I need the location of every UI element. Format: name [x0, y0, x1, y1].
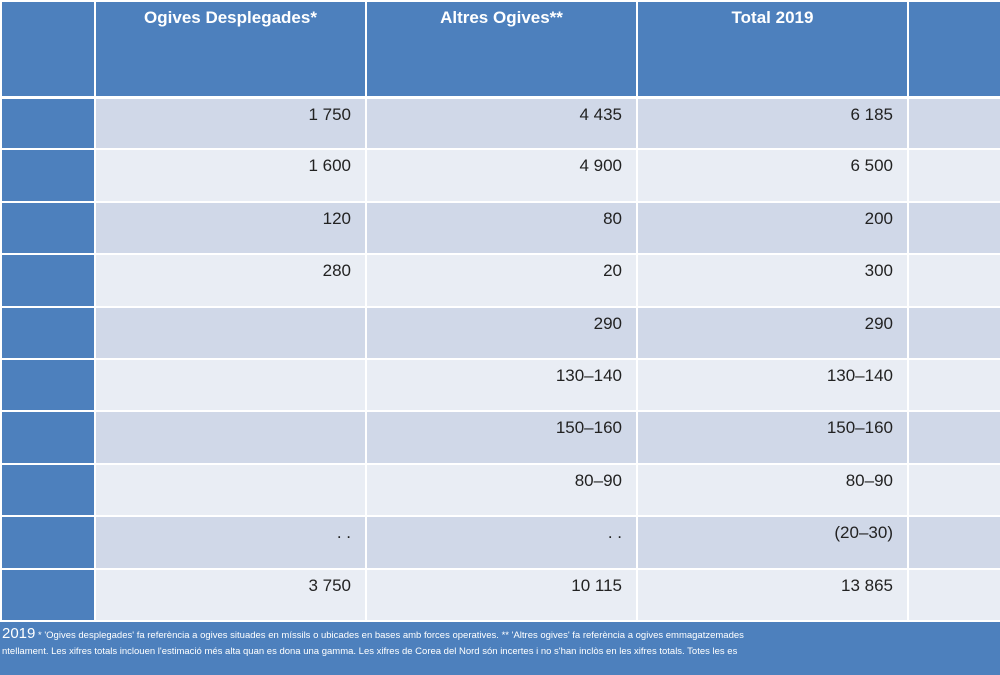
cell-other: 290: [365, 305, 638, 360]
table-row: 120 80 200: [0, 200, 1000, 256]
header-country: [0, 0, 96, 98]
header-total: Total 2019: [636, 0, 909, 98]
cell-deployed: [94, 410, 367, 465]
row-header-cell: [0, 95, 96, 151]
cell-extra: [907, 462, 1000, 518]
cell-extra: [907, 253, 1000, 308]
cell-other: 4 900: [365, 148, 638, 203]
cell-total: 6 185: [636, 95, 909, 151]
cell-deployed: 120: [94, 200, 367, 256]
header-extra: [907, 0, 1000, 98]
cell-deployed: . .: [94, 515, 367, 570]
cell-other: 10 115: [365, 567, 638, 623]
table-row: 1 750 4 435 6 185: [0, 95, 1000, 151]
row-header-cell: [0, 567, 96, 623]
row-header-cell: [0, 148, 96, 203]
cell-total: 300: [636, 253, 909, 308]
cell-total: 80–90: [636, 462, 909, 518]
row-header-cell: [0, 357, 96, 413]
header-deployed: Ogives Desplegades*: [94, 0, 367, 98]
cell-extra: [907, 148, 1000, 203]
cell-other: . .: [365, 515, 638, 570]
cell-total: 130–140: [636, 357, 909, 413]
table-row: 1 600 4 900 6 500: [0, 148, 1000, 203]
cell-total: 6 500: [636, 148, 909, 203]
cell-other: 80–90: [365, 462, 638, 518]
cell-total: 13 865: [636, 567, 909, 623]
cell-deployed: 1 600: [94, 148, 367, 203]
table-row: 3 750 10 115 13 865: [0, 567, 1000, 623]
cell-deployed: [94, 357, 367, 413]
footnote-text-1: * 'Ogives desplegades' fa referència a o…: [38, 630, 744, 641]
footnote: 2019 * 'Ogives desplegades' fa referènci…: [0, 622, 1000, 675]
footnote-year: 2019: [2, 625, 36, 642]
cell-extra: [907, 95, 1000, 151]
footnote-line-2: ntellament. Les xifres totals inclouen l…: [2, 646, 738, 657]
row-header-cell: [0, 515, 96, 570]
cell-deployed: 280: [94, 253, 367, 308]
row-header-cell: [0, 410, 96, 465]
cell-other: 130–140: [365, 357, 638, 413]
cell-deployed: 3 750: [94, 567, 367, 623]
header-other: Altres Ogives**: [365, 0, 638, 98]
cell-other: 4 435: [365, 95, 638, 151]
cell-total: (20–30): [636, 515, 909, 570]
cell-extra: [907, 200, 1000, 256]
cell-total: 200: [636, 200, 909, 256]
cell-other: 150–160: [365, 410, 638, 465]
table-row: 150–160 150–160: [0, 410, 1000, 465]
cell-other: 20: [365, 253, 638, 308]
footnote-line-1: 2019 * 'Ogives desplegades' fa referènci…: [2, 626, 1000, 644]
table-row: 290 290: [0, 305, 1000, 360]
row-header-cell: [0, 200, 96, 256]
row-header-cell: [0, 305, 96, 360]
table-header-row: Ogives Desplegades* Altres Ogives** Tota…: [0, 0, 1000, 98]
table-row: 80–90 80–90: [0, 462, 1000, 518]
cell-extra: [907, 410, 1000, 465]
table-row: 130–140 130–140: [0, 357, 1000, 413]
cell-extra: [907, 305, 1000, 360]
cell-deployed: 1 750: [94, 95, 367, 151]
cell-extra: [907, 515, 1000, 570]
cell-other: 80: [365, 200, 638, 256]
cell-extra: [907, 357, 1000, 413]
cell-total: 290: [636, 305, 909, 360]
row-header-cell: [0, 462, 96, 518]
table-row: 280 20 300: [0, 253, 1000, 308]
cell-extra: [907, 567, 1000, 623]
cell-deployed: [94, 305, 367, 360]
table-row: . .. . (20–30): [0, 515, 1000, 570]
cell-total: 150–160: [636, 410, 909, 465]
warhead-table: Ogives Desplegades* Altres Ogives** Tota…: [0, 0, 1000, 623]
cell-deployed: [94, 462, 367, 518]
row-header-cell: [0, 253, 96, 308]
